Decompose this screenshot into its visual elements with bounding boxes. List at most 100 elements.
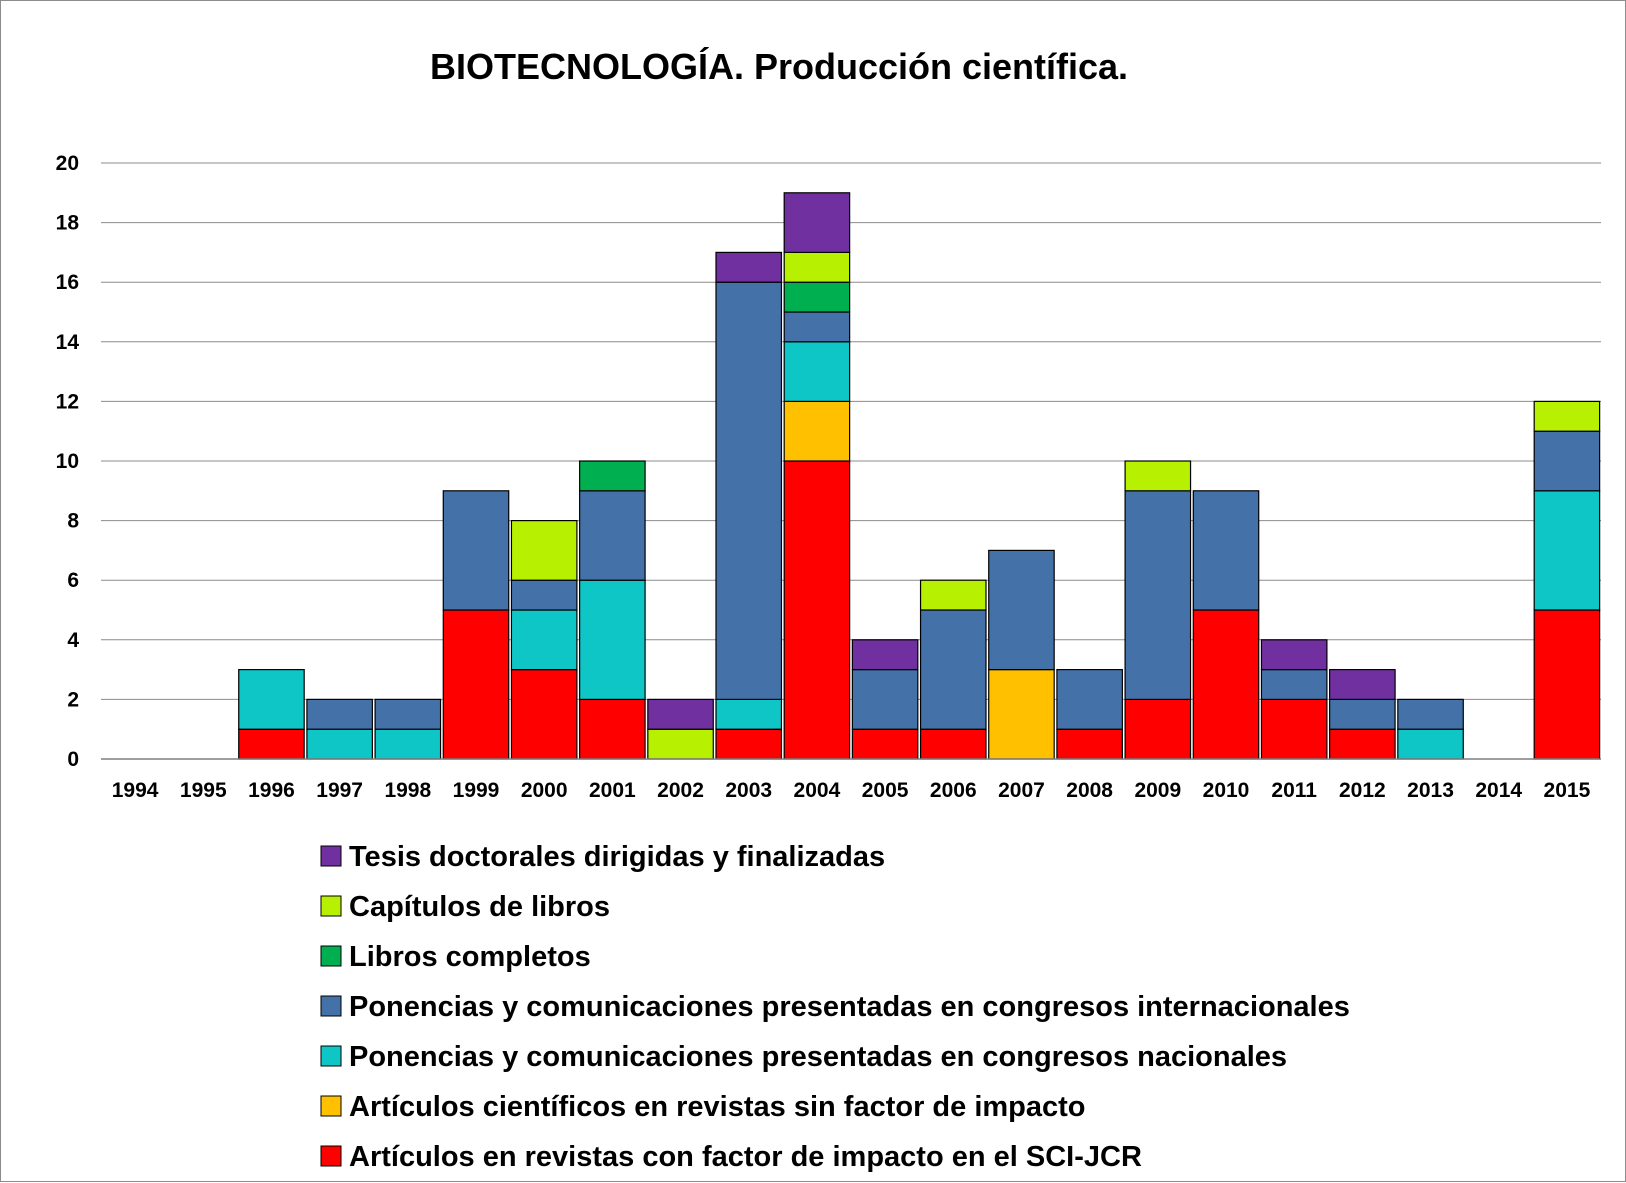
bar-segment [238, 668, 305, 730]
bar-segment [1260, 668, 1328, 700]
bar-segment [238, 728, 305, 760]
x-tick-label: 2000 [521, 779, 568, 802]
x-tick-label: 2013 [1407, 779, 1454, 802]
bar-segment [783, 192, 851, 254]
legend-swatch [320, 945, 342, 967]
bar-segment [579, 490, 646, 581]
bar-segment [579, 579, 646, 701]
legend: Tesis doctorales dirigidas y finalizadas… [320, 841, 1350, 1173]
legend-label: Ponencias y comunicaciones presentadas e… [349, 991, 1350, 1023]
bar-segment [783, 341, 851, 402]
bar-segment [1329, 698, 1396, 730]
legend-label: Artículos científicos en revistas sin fa… [349, 1091, 1086, 1123]
bar-segment [647, 728, 714, 760]
legend-swatch [320, 895, 342, 917]
y-tick-label: 10 [56, 450, 79, 473]
bar-segment [579, 698, 646, 760]
x-tick-label: 1999 [453, 779, 500, 802]
x-tick-label: 2010 [1203, 779, 1250, 802]
bar-segment [1533, 609, 1601, 760]
bar-segment [510, 579, 578, 611]
bar-segment [783, 251, 851, 283]
bar-segment [919, 579, 987, 611]
bar-segment [919, 728, 987, 760]
y-tick-label: 20 [56, 152, 79, 175]
bar-segment [306, 698, 373, 730]
y-tick-label: 8 [67, 510, 79, 533]
bar-segment [1533, 490, 1601, 611]
bar-segment [988, 549, 1055, 671]
bar-segment [579, 460, 646, 492]
grid-lines [101, 162, 1601, 700]
bar-segment [1056, 728, 1123, 760]
x-tick-label: 2002 [657, 779, 704, 802]
bar-segment [1124, 460, 1192, 492]
x-tick-label: 1994 [112, 779, 159, 802]
y-tick-label: 2 [67, 688, 79, 711]
legend-label: Artículos en revistas con factor de impa… [349, 1141, 1142, 1173]
y-tick-label: 16 [56, 271, 79, 294]
legend-swatch [320, 1145, 342, 1167]
bar-segment [1260, 698, 1328, 760]
bar-segment [1056, 668, 1123, 730]
bar-segment [919, 609, 987, 730]
bar-segment [851, 639, 919, 671]
x-tick-label: 2007 [998, 779, 1045, 802]
bar-segment [1397, 728, 1464, 760]
bar-segment [1397, 698, 1464, 730]
bar-segment [1260, 639, 1328, 671]
legend-swatch [320, 1045, 342, 1067]
legend-swatch [320, 845, 342, 867]
x-tick-label: 2006 [930, 779, 977, 802]
bar-segment [1124, 490, 1192, 700]
bar-segment [510, 609, 578, 671]
bar-segment [647, 698, 714, 730]
x-tick-label: 2003 [725, 779, 772, 802]
bar-segment [783, 281, 851, 313]
bar-segment [306, 728, 373, 760]
x-tick-label: 2009 [1134, 779, 1181, 802]
x-tick-label: 2011 [1271, 779, 1317, 802]
x-tick-label: 2012 [1339, 779, 1386, 802]
bar-segment [851, 728, 919, 760]
bar-segment [783, 460, 851, 760]
legend-swatch [320, 1095, 342, 1117]
x-tick-label: 1997 [316, 779, 363, 802]
x-tick-label: 2005 [862, 779, 909, 802]
x-tick-label: 1998 [384, 779, 431, 802]
bar-segment [988, 668, 1055, 760]
y-tick-label: 6 [67, 569, 79, 592]
bar-segment [1192, 609, 1260, 760]
x-tick-labels: 1994 1995 1996 1997 1998 1999 2000 2001 2002 2003… [112, 779, 1591, 802]
bar-segment [715, 281, 783, 701]
bar-segment [851, 668, 919, 730]
bar-segment [1533, 400, 1601, 432]
bar-segment [715, 698, 783, 730]
legend-label: Ponencias y comunicaciones presentadas e… [349, 1041, 1287, 1073]
bar-segment [715, 728, 783, 760]
y-tick-label: 14 [56, 331, 80, 354]
bar-segment [1533, 430, 1601, 492]
y-tick-labels: 0 2 4 6 8 10 12 14 16 18 20 [56, 152, 80, 771]
bar-segment [442, 490, 510, 611]
x-tick-label: 2001 [589, 779, 636, 802]
bars-group [238, 192, 1601, 760]
x-tick-label: 2008 [1066, 779, 1113, 802]
y-tick-label: 4 [67, 629, 79, 652]
bar-segment [1329, 668, 1396, 700]
bar-segment [510, 519, 578, 581]
bar-segment [374, 728, 442, 760]
bar-segment [1192, 490, 1260, 611]
x-tick-label: 2015 [1544, 779, 1591, 802]
legend-swatch [320, 995, 342, 1017]
y-tick-label: 0 [67, 748, 79, 771]
x-tick-label: 1995 [180, 779, 227, 802]
x-tick-label: 2014 [1475, 779, 1522, 802]
bar-segment [374, 698, 442, 730]
legend-label: Tesis doctorales dirigidas y finalizadas [349, 841, 885, 873]
bar-segment [783, 400, 851, 462]
chart-title: BIOTECNOLOGÍA. Producción científica. [430, 46, 1128, 87]
legend-label: Libros completos [349, 941, 591, 973]
